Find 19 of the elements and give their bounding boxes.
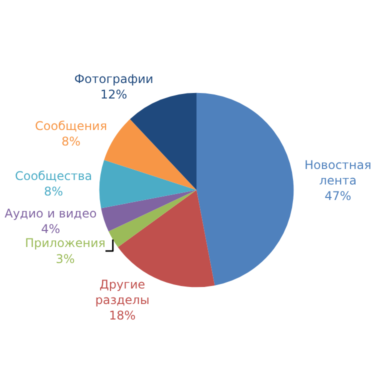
pie-slice	[130, 92, 196, 190]
pie-slice	[100, 160, 196, 208]
data-label: 4%	[41, 222, 60, 236]
slice-label: Сообщения	[35, 118, 108, 133]
data-label: 18%	[109, 308, 136, 322]
slice-label: Аудио и видео	[4, 206, 97, 221]
data-label: 8%	[44, 184, 64, 199]
slice-label: Сообщества	[14, 169, 92, 184]
slice-label: Новостная лента	[304, 158, 372, 188]
slice-label: Другие разделы	[95, 277, 150, 307]
slice-label: Фотографии	[74, 72, 154, 86]
pie-slice	[101, 190, 196, 232]
slice-label: Приложения	[24, 236, 106, 250]
data-label: 3%	[56, 252, 75, 266]
data-label: 47%	[324, 189, 352, 204]
pie-slice	[108, 190, 196, 248]
data-label: 12%	[100, 88, 128, 102]
data-label: 8%	[62, 134, 81, 148]
pie-slice	[196, 92, 294, 286]
